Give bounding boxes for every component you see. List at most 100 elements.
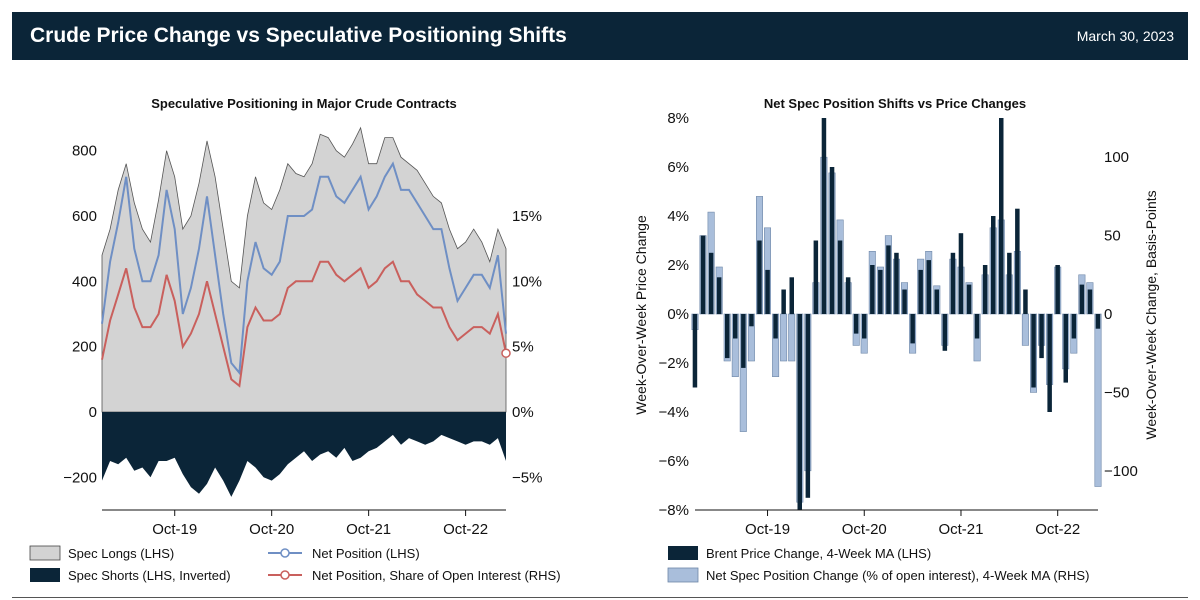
brent-price-change-bar [1087, 289, 1093, 314]
right-chart-title: Net Spec Position Shifts vs Price Change… [764, 96, 1026, 111]
brent-price-change-bar [886, 245, 891, 314]
legend-swatch-net-spec-change [667, 567, 699, 583]
net-position-line [101, 161, 507, 376]
right-y-right-tick-label: −100 [1104, 463, 1138, 480]
left-x-tick-label: Oct-19 [152, 521, 197, 538]
brent-price-change-bar [878, 269, 883, 314]
right-legend: Brent Price Change, 4-Week MA (LHS) Net … [667, 546, 1089, 583]
right-y-left-tick-label: −8% [659, 502, 689, 519]
brent-price-change-bar [1047, 314, 1052, 412]
left-y-right-tick-label: 5% [512, 339, 534, 356]
left-y-left-tick-label: 0 [89, 404, 97, 421]
right-plot-area [691, 118, 1102, 510]
brent-price-change-bar [999, 118, 1004, 314]
brent-price-change-bar [918, 269, 923, 314]
brent-price-change-bar [692, 314, 698, 388]
brent-price-change-bar [1095, 314, 1101, 329]
net-spec-change-bar [780, 313, 788, 362]
left-y-right-tick-label: 15% [512, 208, 542, 225]
legend-swatch-spec-longs [29, 545, 61, 561]
right-y-right-tick-label: 0 [1104, 306, 1112, 323]
brent-price-change-bar [781, 289, 786, 314]
left-y-left-tick-label: −200 [63, 469, 97, 486]
brent-price-change-bar [1007, 252, 1012, 315]
left-y-right-tick-label: 10% [512, 273, 542, 290]
left-x-tick-label: Oct-21 [346, 521, 391, 538]
brent-price-change-bar [741, 314, 746, 368]
legend-label-net-share: Net Position, Share of Open Interest (RH… [312, 568, 561, 583]
left-y-right-tick-label: 0% [512, 404, 534, 421]
right-y-right-tick-label: 50 [1104, 228, 1121, 245]
brent-price-change-bar [958, 233, 964, 314]
legend-swatch-brent [668, 546, 698, 560]
brent-price-change-bar [1055, 265, 1060, 314]
report-date: March 30, 2023 [1076, 28, 1174, 44]
brent-price-change-bar [910, 314, 915, 344]
right-y-right-ticks: 100 50 0 −50 −100 [1104, 149, 1138, 480]
brent-price-change-bar [902, 289, 907, 314]
brent-price-change-bar [725, 314, 730, 359]
brent-price-change-bar [991, 216, 996, 314]
brent-price-change-bar [862, 314, 867, 339]
brent-price-change-bar [942, 314, 948, 351]
brent-price-change-bar [733, 314, 738, 339]
left-legend: Spec Longs (LHS) Net Position (LHS) Spec… [29, 545, 561, 583]
spec-shorts-area [102, 412, 506, 497]
brent-price-change-bar [829, 167, 835, 314]
brent-price-change-bar [1039, 314, 1044, 359]
brent-price-change-bar [716, 277, 722, 315]
right-y-left-tick-label: 2% [667, 257, 689, 274]
brent-price-change-bar [870, 265, 875, 314]
right-y-left-tick-label: −6% [659, 453, 689, 470]
brent-price-change-bar [966, 284, 972, 314]
left-y-left-ticks: 800 600 400 200 0 −200 [63, 143, 97, 487]
page-title: Crude Price Change vs Speculative Positi… [30, 24, 567, 47]
legend-label-spec-shorts: Spec Shorts (LHS, Inverted) [68, 568, 231, 583]
brent-price-change-bar [757, 240, 762, 314]
page-header: Crude Price Change vs Speculative Positi… [12, 12, 1188, 60]
left-y-left-tick-label: 400 [72, 273, 97, 290]
left-x-ticks: Oct-19 Oct-20 Oct-21 Oct-22 [152, 510, 488, 538]
right-y-left-tick-label: −4% [659, 404, 689, 421]
left-y-left-tick-label: 200 [72, 339, 97, 356]
left-x-tick-label: Oct-22 [443, 521, 488, 538]
brent-price-change-bar [853, 314, 859, 334]
brent-price-change-bar [821, 118, 827, 314]
legend-label-spec-longs: Spec Longs (LHS) [68, 546, 174, 561]
brent-price-change-bar [1023, 289, 1028, 314]
brent-price-change-bar [1063, 314, 1068, 383]
left-y-left-tick-label: 600 [72, 208, 97, 225]
left-chart: Speculative Positioning in Major Crude C… [63, 96, 542, 538]
net-share-end-marker [501, 348, 511, 358]
right-y-right-tick-label: 100 [1104, 149, 1129, 166]
left-y-right-tick-label: −5% [512, 469, 542, 486]
right-y-left-tick-label: 4% [667, 208, 689, 225]
spec-longs-area [101, 126, 507, 413]
right-y-left-tick-label: 0% [667, 306, 689, 323]
brent-price-change-bar [708, 252, 714, 315]
legend-label-brent: Brent Price Change, 4-Week MA (LHS) [706, 546, 931, 561]
legend-marker-net-position [280, 548, 290, 558]
brent-price-change-bar [926, 260, 931, 314]
brent-price-change-bar [773, 314, 778, 339]
left-x-tick-label: Oct-20 [249, 521, 294, 538]
right-x-tick-label: Oct-20 [842, 521, 887, 538]
right-y-right-label: Week-Over-Week Change, Basis-Points [1143, 190, 1159, 439]
brent-price-change-bar [805, 314, 811, 498]
brent-price-change-bar [700, 235, 706, 314]
net-spec-change-bar [788, 313, 796, 362]
right-x-tick-label: Oct-22 [1035, 521, 1080, 538]
left-y-left-tick-label: 800 [72, 143, 97, 160]
right-chart: Net Spec Position Shifts vs Price Change… [633, 96, 1159, 538]
legend-label-net-spec-change: Net Spec Position Change (% of open inte… [706, 568, 1089, 583]
legend-label-net-position: Net Position (LHS) [312, 546, 420, 561]
brent-price-change-bar [1015, 208, 1020, 314]
brent-price-change-bar [797, 314, 802, 510]
legend-swatch-spec-shorts [30, 568, 60, 582]
brent-price-change-bar [813, 240, 819, 314]
right-y-left-tick-label: 8% [667, 110, 689, 127]
net-spec-change-bar [1021, 313, 1029, 346]
net-spec-change-bar [1094, 313, 1102, 487]
brent-price-change-bar [765, 269, 770, 314]
brent-price-change-bar [845, 277, 851, 315]
